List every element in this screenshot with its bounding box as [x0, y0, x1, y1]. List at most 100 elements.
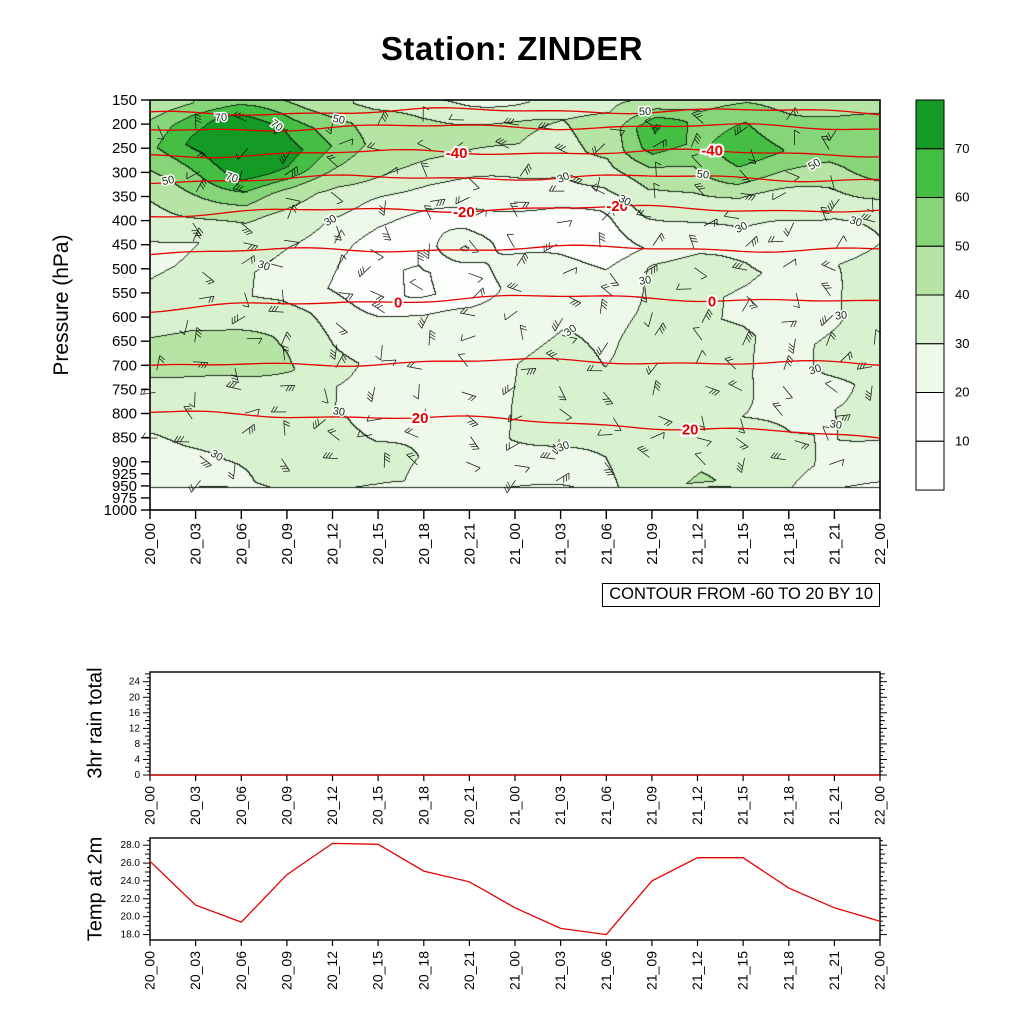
svg-text:21_12: 21_12: [689, 951, 705, 990]
colorbar: 70 60 50 40 30 20 10: [915, 99, 969, 491]
svg-text:20_06: 20_06: [233, 786, 249, 825]
pressure-ticks: 150 200 250 300 350 400 450 500 550 600 650 700 750 8…: [104, 92, 150, 519]
svg-text:550: 550: [112, 285, 137, 302]
svg-text:60: 60: [955, 190, 969, 205]
svg-text:150: 150: [112, 92, 137, 109]
temp-ticks: 18.0 20.0 22.0 24.0 26.0 28.0 20_00 20_03 20_06 2…: [121, 840, 888, 990]
svg-text:350: 350: [112, 189, 137, 206]
svg-text:950: 950: [112, 478, 137, 495]
contour-note: CONTOUR FROM -60 TO 20 BY 10: [602, 583, 880, 607]
svg-text:200: 200: [112, 116, 137, 133]
svg-text:21_06: 21_06: [598, 951, 614, 990]
svg-text:26.0: 26.0: [121, 858, 141, 869]
svg-text:40: 40: [955, 287, 969, 302]
svg-text:1000: 1000: [104, 502, 137, 519]
svg-text:21_15: 21_15: [735, 523, 752, 565]
svg-text:21_09: 21_09: [644, 523, 661, 565]
svg-text:20_03: 20_03: [187, 951, 203, 990]
svg-text:20_03: 20_03: [187, 786, 203, 825]
svg-text:21_03: 21_03: [552, 951, 568, 990]
svg-text:21_15: 21_15: [735, 786, 751, 825]
page-title: Station: ZINDER: [380, 30, 644, 67]
rain-ticks: 0 4 8 12 16 20 24 20_00 20_03 20_06 20_09 20_12 20_1…: [129, 673, 888, 825]
svg-text:900: 900: [112, 454, 137, 471]
svg-text:21_09: 21_09: [643, 951, 659, 990]
time-ticks-main: 20_00 20_03 20_06 20_09 20_12 20_15 20_18 20_21…: [142, 510, 889, 565]
svg-text:24: 24: [129, 677, 141, 688]
svg-text:750: 750: [112, 381, 137, 398]
svg-text:10: 10: [955, 433, 969, 448]
svg-text:21_15: 21_15: [735, 951, 751, 990]
temp-series: [149, 842, 881, 936]
svg-text:925: 925: [112, 466, 137, 483]
svg-text:20_21: 20_21: [461, 951, 477, 990]
svg-text:21_00: 21_00: [507, 523, 524, 565]
svg-text:600: 600: [112, 309, 137, 326]
rain-axis-label: 3hr rain total: [84, 667, 107, 779]
svg-text:21_03: 21_03: [552, 786, 568, 825]
svg-text:20_06: 20_06: [233, 523, 250, 565]
svg-text:20_09: 20_09: [278, 786, 294, 825]
svg-text:300: 300: [112, 164, 137, 181]
svg-text:500: 500: [112, 261, 137, 278]
svg-text:30: 30: [955, 336, 969, 351]
svg-text:21_21: 21_21: [826, 786, 842, 825]
temp-axis-label: Temp at 2m: [84, 836, 107, 942]
svg-text:800: 800: [112, 406, 137, 423]
svg-text:20_00: 20_00: [142, 951, 158, 990]
svg-text:16: 16: [129, 708, 141, 719]
svg-text:850: 850: [112, 430, 137, 447]
svg-text:4: 4: [134, 755, 140, 766]
svg-text:20_06: 20_06: [233, 951, 249, 990]
svg-text:20_09: 20_09: [278, 951, 294, 990]
svg-text:20.0: 20.0: [121, 912, 141, 923]
svg-text:20_18: 20_18: [415, 786, 431, 825]
pressure-axis-label: Pressure (hPa): [50, 234, 73, 376]
svg-text:20_09: 20_09: [279, 523, 296, 565]
svg-text:21_21: 21_21: [826, 523, 843, 565]
svg-text:0: 0: [134, 770, 140, 781]
svg-text:20_12: 20_12: [324, 951, 340, 990]
svg-text:650: 650: [112, 333, 137, 350]
svg-text:21_18: 21_18: [780, 786, 796, 825]
svg-text:20_15: 20_15: [370, 951, 386, 990]
svg-text:21_21: 21_21: [826, 951, 842, 990]
svg-text:20_12: 20_12: [324, 786, 340, 825]
svg-text:20_00: 20_00: [142, 786, 158, 825]
svg-text:20_00: 20_00: [142, 523, 159, 565]
svg-text:20_18: 20_18: [415, 951, 431, 990]
svg-text:20_12: 20_12: [325, 523, 342, 565]
svg-text:22_00: 22_00: [872, 523, 889, 565]
temp-panel-frame: [149, 837, 881, 941]
svg-text:12: 12: [129, 723, 141, 734]
svg-text:20_15: 20_15: [370, 786, 386, 825]
svg-text:21_00: 21_00: [507, 951, 523, 990]
svg-text:21_06: 21_06: [598, 523, 615, 565]
svg-text:700: 700: [112, 357, 137, 374]
svg-text:20: 20: [129, 692, 141, 703]
rain-panel-frame: [149, 671, 881, 776]
svg-text:70: 70: [955, 141, 969, 156]
svg-text:20_18: 20_18: [416, 523, 433, 565]
svg-text:21_18: 21_18: [780, 951, 796, 990]
svg-text:21_12: 21_12: [690, 523, 707, 565]
svg-text:21_00: 21_00: [507, 786, 523, 825]
svg-text:450: 450: [112, 237, 137, 254]
svg-text:250: 250: [112, 140, 137, 157]
svg-text:20_03: 20_03: [188, 523, 205, 565]
humidity-shading-canvas: [150, 100, 880, 510]
svg-text:21_18: 21_18: [781, 523, 798, 565]
svg-text:21_03: 21_03: [553, 523, 570, 565]
svg-text:8: 8: [134, 739, 140, 750]
svg-text:22_00: 22_00: [872, 951, 888, 990]
svg-text:21_06: 21_06: [598, 786, 614, 825]
svg-text:21_12: 21_12: [689, 786, 705, 825]
svg-text:24.0: 24.0: [121, 876, 141, 887]
svg-text:20_21: 20_21: [461, 523, 478, 565]
svg-text:22_00: 22_00: [872, 786, 888, 825]
svg-text:18.0: 18.0: [121, 930, 141, 941]
svg-text:975: 975: [112, 490, 137, 507]
svg-text:20_15: 20_15: [370, 523, 387, 565]
svg-text:400: 400: [112, 213, 137, 230]
